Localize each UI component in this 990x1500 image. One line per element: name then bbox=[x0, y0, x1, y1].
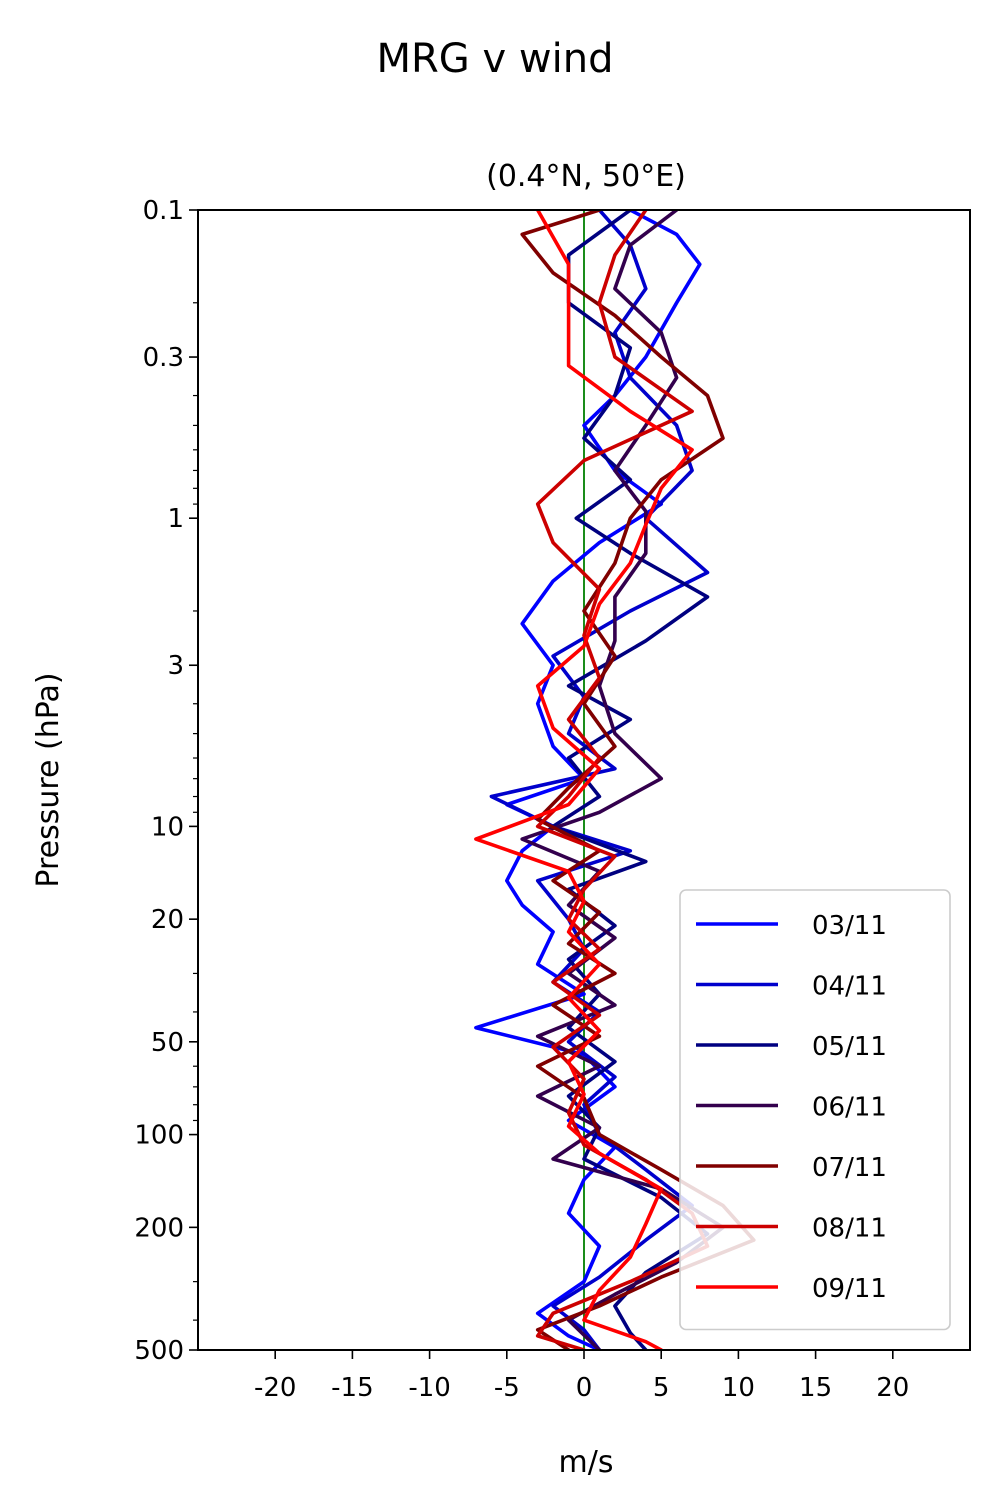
legend-label: 03/11 bbox=[812, 911, 887, 941]
y-tick-label: 500 bbox=[134, 1336, 184, 1366]
y-tick-label: 200 bbox=[134, 1213, 184, 1243]
y-tick-label: 50 bbox=[151, 1028, 184, 1058]
plot-frame bbox=[197, 209, 971, 1351]
y-tick-label: 3 bbox=[167, 651, 184, 681]
legend: 03/11 04/11 05/11 06/11 07/11 08/11 09/11 bbox=[679, 889, 951, 1331]
series-line-09-11 bbox=[474, 210, 694, 1350]
series-line-03-11 bbox=[474, 210, 702, 1350]
axis-ticks: -20 -15 -10 -5 0 5 10 15 20 0.1 0.3 1 3 10 20 50 100 200 5… bbox=[134, 196, 909, 1403]
series-line-04-11 bbox=[489, 210, 710, 1350]
y-tick-label: 10 bbox=[151, 812, 184, 842]
legend-label: 04/11 bbox=[812, 972, 887, 1002]
y-axis-label: Pressure (hPa) bbox=[31, 672, 66, 887]
x-tick-label: -20 bbox=[254, 1373, 296, 1403]
x-tick-label: 10 bbox=[722, 1373, 755, 1403]
x-axis-label: m/s bbox=[559, 1445, 614, 1480]
legend-label: 09/11 bbox=[812, 1274, 887, 1304]
series-lines bbox=[474, 210, 756, 1350]
y-tick-label: 0.1 bbox=[143, 196, 184, 226]
legend-label: 05/11 bbox=[812, 1032, 887, 1062]
series-line-05-11 bbox=[551, 210, 710, 1350]
legend-box bbox=[679, 889, 951, 1331]
y-tick-label: 100 bbox=[134, 1121, 184, 1151]
x-tick-label: -10 bbox=[408, 1373, 450, 1403]
legend-label: 07/11 bbox=[812, 1153, 887, 1183]
chart-title: MRG v wind bbox=[377, 36, 614, 82]
legend-label: 08/11 bbox=[812, 1214, 887, 1244]
x-tick-label: -5 bbox=[494, 1373, 520, 1403]
y-tick-label: 0.3 bbox=[143, 343, 184, 373]
x-tick-label: 15 bbox=[799, 1373, 832, 1403]
x-tick-label: 5 bbox=[653, 1373, 670, 1403]
chart-subtitle: (0.4°N, 50°E) bbox=[486, 159, 686, 194]
y-tick-label: 1 bbox=[167, 504, 184, 534]
x-tick-label: 0 bbox=[576, 1373, 593, 1403]
x-tick-label: -15 bbox=[331, 1373, 373, 1403]
x-tick-label: 20 bbox=[876, 1373, 909, 1403]
y-tick-label: 20 bbox=[151, 905, 184, 935]
legend-label: 06/11 bbox=[812, 1093, 887, 1123]
